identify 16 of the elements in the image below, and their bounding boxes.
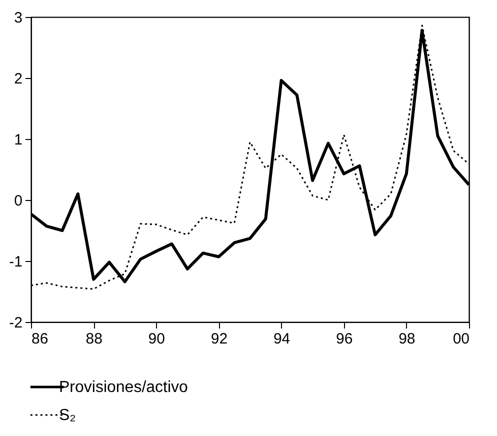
x-tick-label: 94 (273, 330, 290, 348)
x-tick-label: 92 (210, 330, 228, 348)
x-tick-label: 88 (86, 330, 102, 348)
y-tick-label: 2 (14, 70, 22, 88)
y-tick-label: 3 (14, 10, 22, 26)
y-tick-label: 1 (14, 132, 22, 148)
legend-label: Provisiones/activo (59, 379, 188, 396)
y-tick-label: -1 (9, 254, 22, 270)
x-tick-label: 00 (452, 330, 470, 348)
x-tick-label: 90 (148, 330, 165, 348)
legend-label: S₂ (59, 407, 76, 424)
x-tick-label: 86 (32, 330, 48, 348)
x-tick-label: 96 (336, 330, 353, 348)
y-tick-label: 0 (14, 192, 22, 210)
x-tick-label: 98 (398, 330, 416, 348)
y-tick-label: -2 (9, 314, 22, 332)
